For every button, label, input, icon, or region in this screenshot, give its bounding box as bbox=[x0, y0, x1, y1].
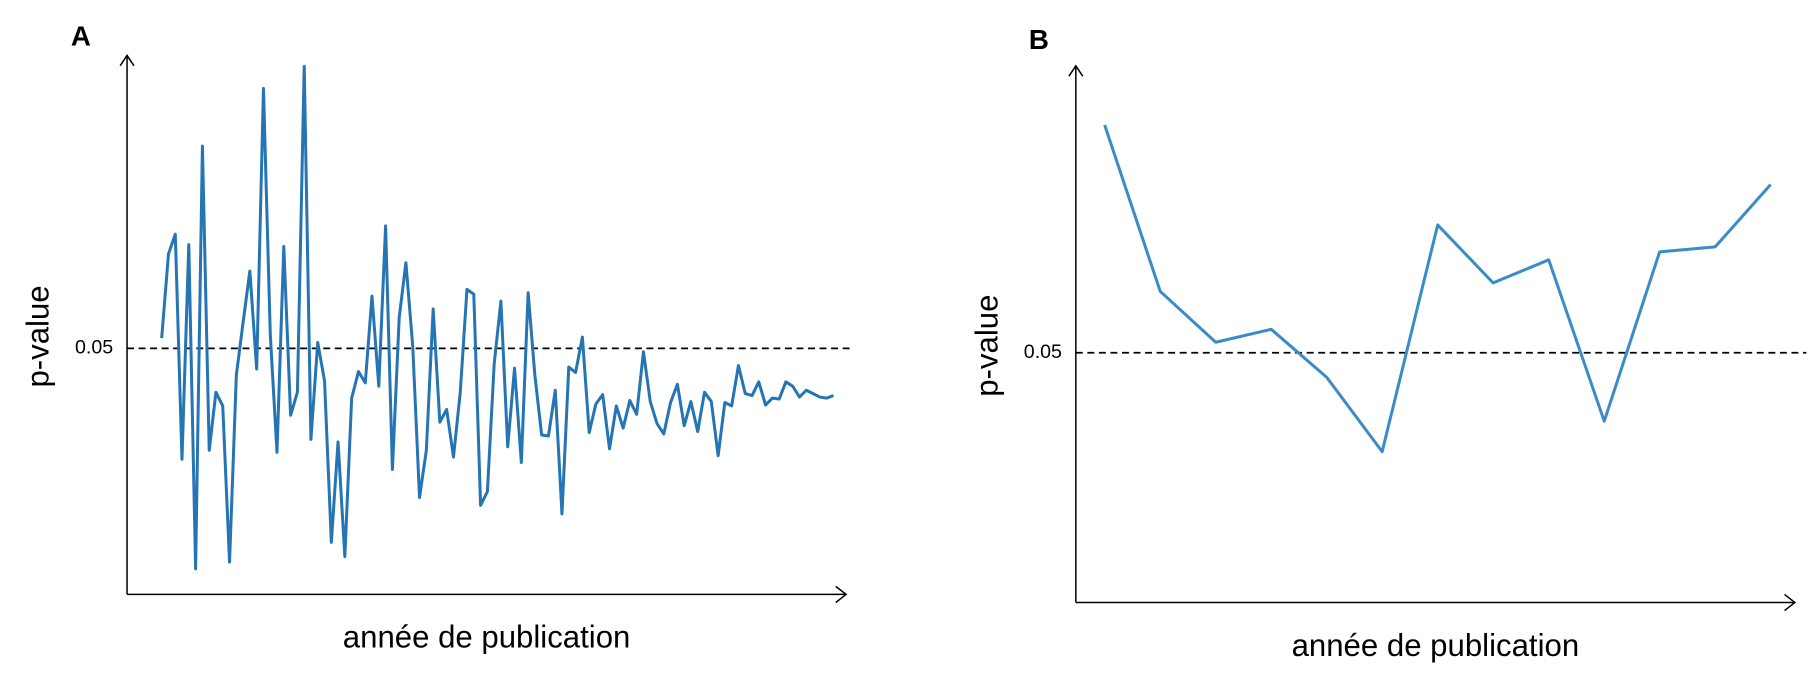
y-axis-title: p-value bbox=[21, 285, 56, 387]
data-line bbox=[160, 64, 834, 571]
x-axis-arrow bbox=[835, 585, 848, 604]
x-axis-arrow bbox=[1784, 593, 1797, 612]
data-line bbox=[1103, 124, 1772, 454]
y-axis-arrow bbox=[119, 54, 135, 67]
y-axis-arrow bbox=[1068, 64, 1084, 77]
panel-label: B bbox=[1029, 24, 1049, 55]
y-axis-title: p-value bbox=[969, 295, 1004, 397]
x-axis-title: année de publication bbox=[1292, 628, 1580, 663]
y-tick-label: 0.05 bbox=[1024, 341, 1062, 363]
y-tick-label: 0.05 bbox=[75, 337, 113, 359]
x-axis-title: année de publication bbox=[343, 620, 631, 655]
panel-label: A bbox=[71, 20, 91, 51]
